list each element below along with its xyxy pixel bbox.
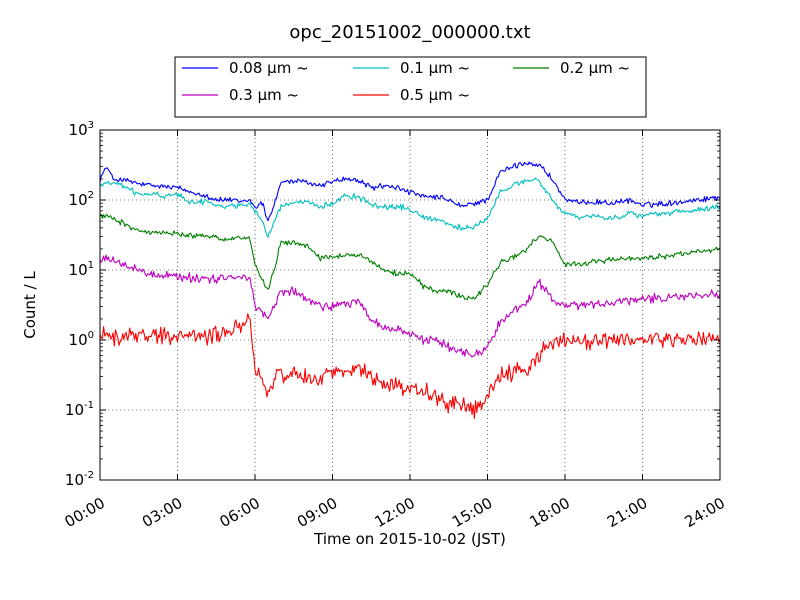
series-line-2 <box>99 177 721 238</box>
legend-entries: 0.08 μm ~ 0.1 μm ~ 0.2 μm ~ 0.3 μm ~ 0.5 μm … <box>182 59 630 104</box>
legend: 0.08 μm ~ 0.1 μm ~ 0.2 μm ~ 0.3 μm ~ 0.5 μm … <box>174 56 647 118</box>
legend-label: 0.08 μm ~ <box>229 59 309 77</box>
y-tick-label: 10-2 <box>65 470 94 489</box>
x-axis-title: Time on 2015-10-02 (JST) <box>313 530 506 548</box>
legend-label: 0.2 μm ~ <box>560 59 630 77</box>
series-line-1 <box>99 161 721 222</box>
series-line-4 <box>99 254 721 358</box>
y-tick-labels: 10-2 10-1 100 101 102 103 <box>65 120 94 489</box>
plot-frame <box>99 129 721 481</box>
legend-label: 0.1 μm ~ <box>400 59 470 77</box>
y-axis-title: Count / L <box>21 271 39 339</box>
series-line-3 <box>99 213 721 300</box>
y-tick-label: 100 <box>69 330 94 349</box>
plot-background <box>100 130 720 480</box>
series-lines <box>99 161 721 420</box>
y-tick-label: 103 <box>69 120 94 139</box>
series-line-5 <box>99 313 721 420</box>
y-tick-label: 101 <box>69 260 94 279</box>
y-tick-label: 102 <box>69 190 94 209</box>
plot-area <box>99 129 721 481</box>
legend-box <box>174 56 647 118</box>
chart-title: opc_20151002_000000.txt <box>289 22 530 43</box>
legend-label: 0.5 μm ~ <box>400 86 470 104</box>
legend-label: 0.3 μm ~ <box>229 86 299 104</box>
y-tick-label: 10-1 <box>65 400 94 419</box>
